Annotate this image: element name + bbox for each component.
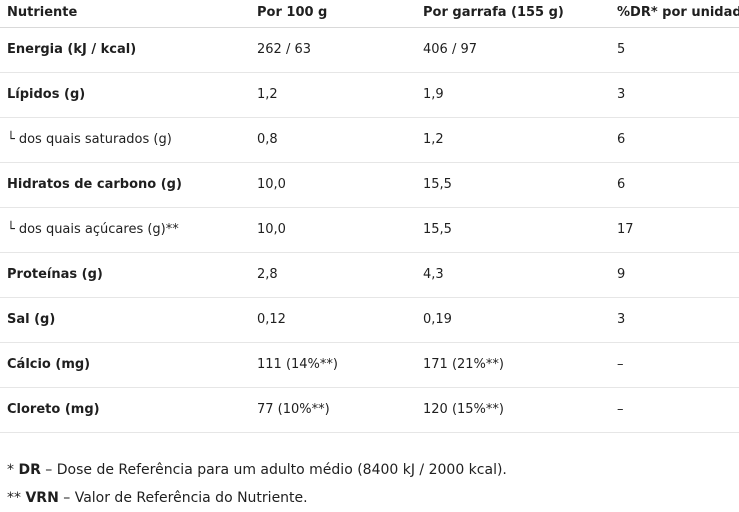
nutrient-label: Energia (kJ / kcal) [7, 42, 137, 57]
value-dr-percent: 3 [617, 312, 626, 327]
value-dr-percent: 5 [617, 42, 626, 57]
value-per-bottle: 120 (15%**) [423, 402, 504, 417]
value-per-100g: 0,12 [257, 312, 286, 327]
header-per-bottle: Por garrafa (155 g) [423, 5, 564, 20]
header-nutrient: Nutriente [7, 5, 78, 20]
nutrient-name: └ dos quais saturados (g) [7, 132, 172, 148]
table-row: └ dos quais açúcares (g)** 10,0 15,5 17 [0, 208, 739, 253]
nutrient-label: Hidratos de carbono (g) [7, 177, 182, 192]
nutrient-label: Sal (g) [7, 312, 56, 327]
nutrient-name: Hidratos de carbono (g) [7, 177, 182, 193]
table-body: Energia (kJ / kcal) 262 / 63 406 / 97 5 Lípi… [0, 28, 739, 433]
header-per-100g: Por 100 g [257, 5, 328, 20]
footnote-vrn: ** VRN – Valor de Referência do Nutrient… [7, 484, 507, 512]
value-per-bottle: 1,9 [423, 87, 444, 102]
value-per-100g: 111 (14%**) [257, 357, 338, 372]
value-per-100g: 1,2 [257, 87, 278, 102]
nutrient-name: Energia (kJ / kcal) [7, 42, 136, 58]
footnote-marker: * [7, 462, 19, 478]
sub-item-marker: └ [7, 222, 15, 237]
value-per-bottle: 4,3 [423, 267, 444, 282]
table-row: Cálcio (mg) 111 (14%**) 171 (21%**) – [0, 343, 739, 388]
footnotes: * DR – Dose de Referência para um adulto… [7, 456, 507, 512]
table-row: Hidratos de carbono (g) 10,0 15,5 6 [0, 163, 739, 208]
table-row: Proteínas (g) 2,8 4,3 9 [0, 253, 739, 298]
nutrient-label: Lípidos (g) [7, 87, 86, 102]
value-per-100g: 0,8 [257, 132, 278, 147]
nutrient-label: dos quais saturados (g) [18, 132, 172, 147]
value-per-100g: 10,0 [257, 177, 286, 192]
table-header: Nutriente Por 100 g Por garrafa (155 g) … [0, 0, 739, 28]
value-per-bottle: 171 (21%**) [423, 357, 504, 372]
value-dr-percent: 9 [617, 267, 626, 282]
value-dr-percent: 6 [617, 177, 626, 192]
value-dr-percent: 17 [617, 222, 634, 237]
table-row: Sal (g) 0,12 0,19 3 [0, 298, 739, 343]
footnote-abbr: VRN [25, 490, 59, 506]
table-row: └ dos quais saturados (g) 0,8 1,2 6 [0, 118, 739, 163]
nutrient-label: Cloreto (mg) [7, 402, 100, 417]
value-dr-percent: – [617, 402, 624, 417]
table-row: Lípidos (g) 1,2 1,9 3 [0, 73, 739, 118]
value-per-bottle: 1,2 [423, 132, 444, 147]
value-per-bottle: 15,5 [423, 177, 452, 192]
value-per-bottle: 15,5 [423, 222, 452, 237]
table-row: Cloreto (mg) 77 (10%**) 120 (15%**) – [0, 388, 739, 433]
value-per-100g: 262 / 63 [257, 42, 311, 57]
nutrient-name: └ dos quais açúcares (g)** [7, 222, 179, 238]
nutrient-label: dos quais açúcares (g)** [18, 222, 179, 237]
sub-item-marker: └ [7, 132, 15, 147]
nutrient-name: Proteínas (g) [7, 267, 103, 283]
value-dr-percent: – [617, 357, 624, 372]
nutrient-name: Cloreto (mg) [7, 402, 100, 418]
nutrient-name: Lípidos (g) [7, 87, 85, 103]
nutrient-label: Proteínas (g) [7, 267, 103, 282]
footnote-abbr: DR [18, 462, 41, 478]
nutrient-name: Cálcio (mg) [7, 357, 90, 373]
value-dr-percent: 6 [617, 132, 626, 147]
value-dr-percent: 3 [617, 87, 626, 102]
footnote-marker: ** [7, 490, 26, 506]
value-per-bottle: 0,19 [423, 312, 452, 327]
header-dr-per-unit: %DR* por unidade [617, 5, 739, 20]
footnote-dr: * DR – Dose de Referência para um adulto… [7, 456, 507, 484]
value-per-100g: 10,0 [257, 222, 286, 237]
footnote-text: – Dose de Referência para um adulto médi… [40, 462, 507, 478]
nutrient-name: Sal (g) [7, 312, 55, 328]
table-row: Energia (kJ / kcal) 262 / 63 406 / 97 5 [0, 28, 739, 73]
value-per-bottle: 406 / 97 [423, 42, 477, 57]
footnote-text: – Valor de Referência do Nutriente. [58, 490, 308, 506]
nutrition-table: Nutriente Por 100 g Por garrafa (155 g) … [0, 0, 739, 433]
value-per-100g: 77 (10%**) [257, 402, 330, 417]
nutrient-label: Cálcio (mg) [7, 357, 91, 372]
value-per-100g: 2,8 [257, 267, 278, 282]
